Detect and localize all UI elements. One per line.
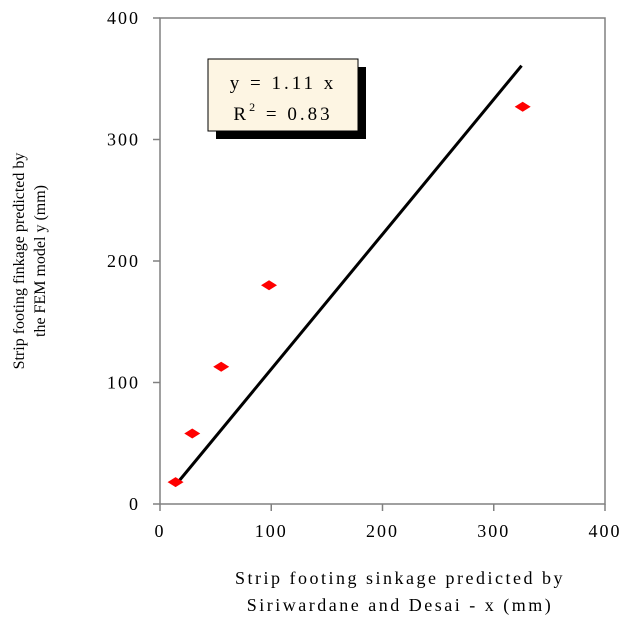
x-tick-label: 400	[589, 521, 622, 541]
x-axis-title-line-1: Strip footing sinkage predicted by	[235, 568, 565, 588]
y-tick-label: 200	[107, 251, 140, 271]
y-tick-label: 100	[107, 373, 140, 393]
x-tick-label: 100	[255, 521, 288, 541]
data-points	[167, 101, 531, 488]
equation-box-body	[207, 58, 359, 132]
y-tick-label: 0	[129, 494, 140, 514]
y-axis-title-line-1: Strip footing finkage predicted by	[11, 153, 28, 370]
x-axis-ticks: 0 100 200 300 400	[155, 504, 622, 541]
y-tick-label: 400	[107, 8, 140, 28]
x-tick-label: 0	[155, 521, 166, 541]
r-squared-line: R2 = 0.83	[233, 100, 332, 125]
data-point	[167, 477, 184, 488]
x-axis-title-line-2: Siriwardane and Desai - x (mm)	[247, 595, 553, 616]
data-point	[184, 428, 201, 439]
y-tick-label: 300	[107, 130, 140, 150]
x-tick-label: 300	[477, 521, 510, 541]
equation-line: y = 1.11 x	[230, 73, 337, 94]
y-axis-title-line-2: the FEM model y (mm)	[32, 185, 49, 337]
x-tick-label: 200	[366, 521, 399, 541]
y-axis-ticks: 0 100 200 300 400	[107, 8, 160, 514]
data-point	[261, 280, 278, 291]
trendline	[174, 64, 523, 487]
data-point	[514, 101, 531, 112]
equation-box: y = 1.11 x R2 = 0.83	[207, 58, 366, 139]
data-point	[213, 361, 230, 372]
